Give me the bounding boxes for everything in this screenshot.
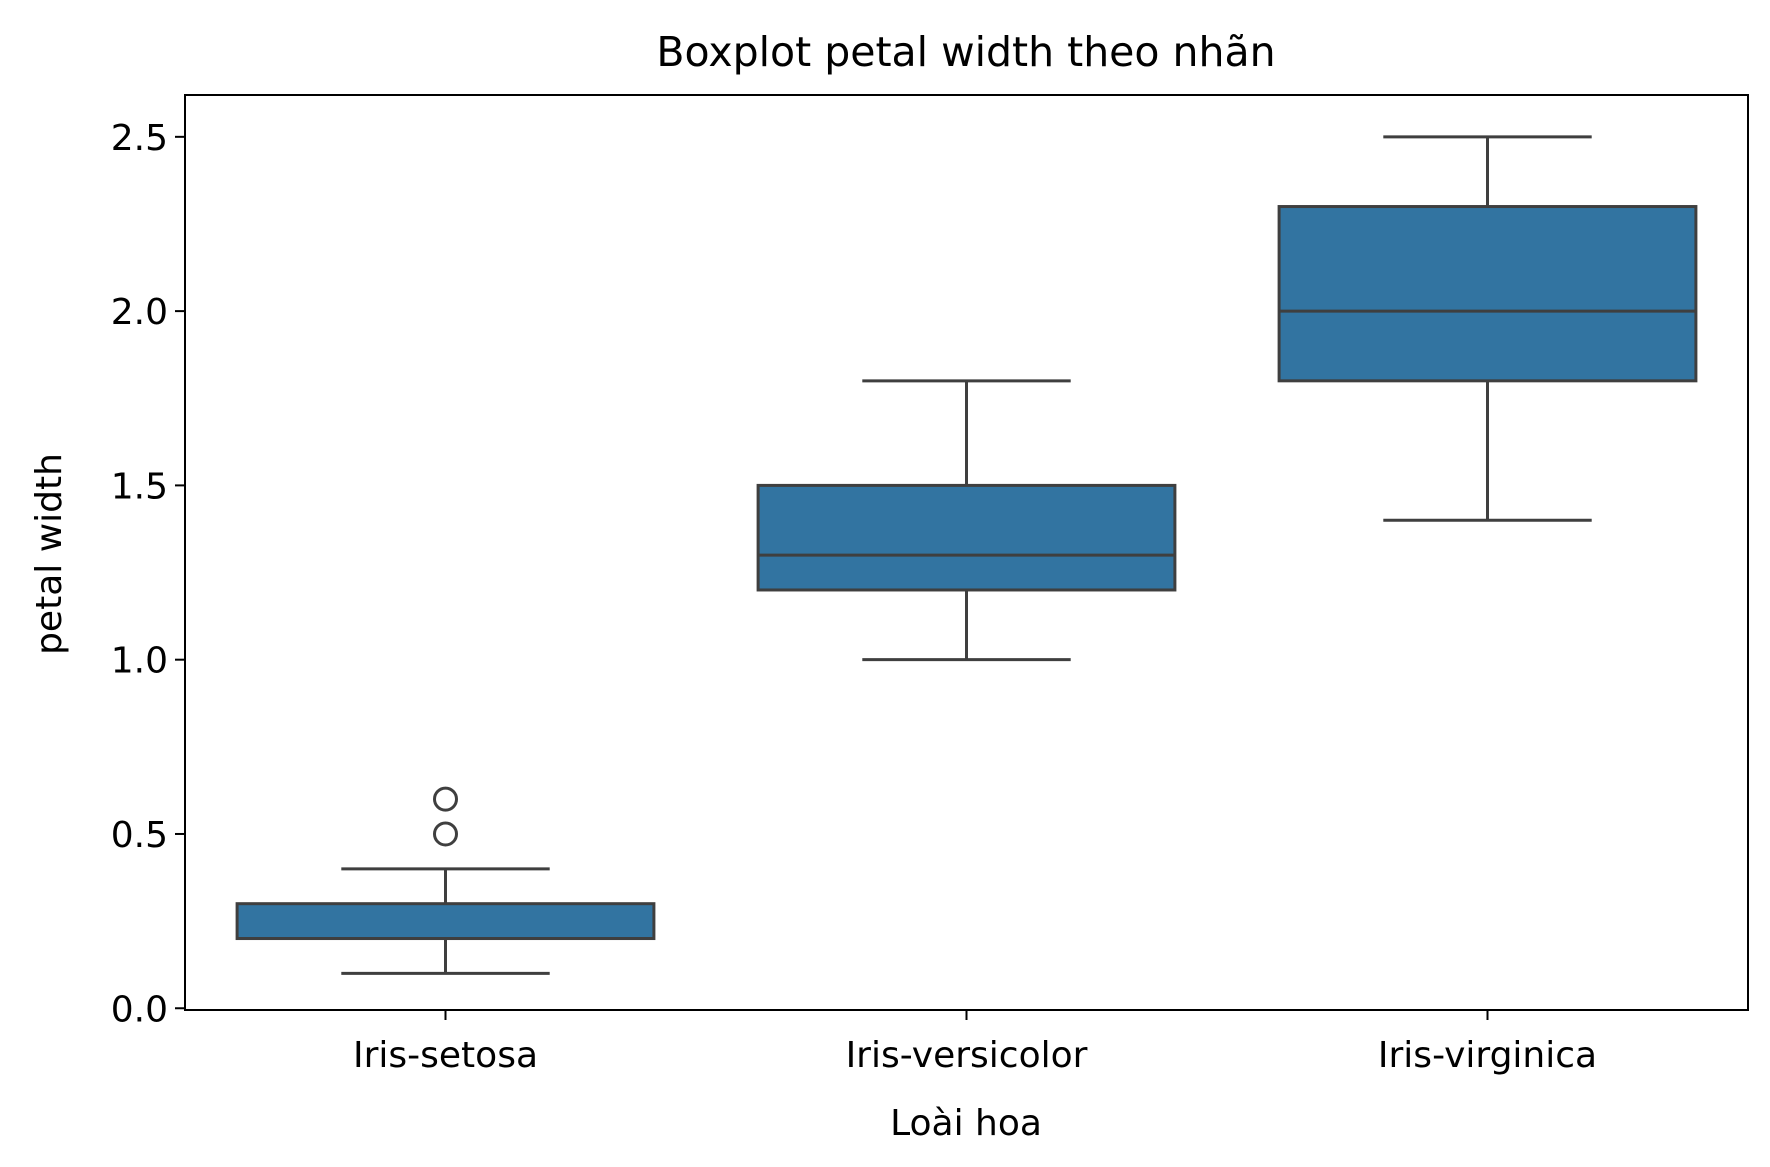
y-tick-label: 0.5 (111, 815, 168, 856)
x-tick-label: Iris-versicolor (846, 1035, 1088, 1076)
box-iqr (1277, 205, 1698, 383)
y-tick-label: 2.5 (111, 118, 168, 159)
x-axis-label: Loài hoa (890, 1103, 1042, 1144)
y-tick-label: 0.0 (111, 989, 168, 1030)
outlier-point (433, 786, 458, 812)
y-tick-label: 1.5 (111, 466, 168, 507)
y-tick-label: 2.0 (111, 292, 168, 333)
plot-area: 0.0 0.5 1.0 1.5 2.0 2.5 Iris-setosa Iris-versic… (111, 94, 1749, 1076)
outlier-point (433, 821, 458, 847)
plot-frame (184, 94, 1749, 1011)
y-tick-label: 1.0 (111, 641, 168, 682)
box-iqr (235, 902, 656, 941)
chart-title: Boxplot petal width theo nhãn (656, 28, 1275, 76)
y-axis-label: petal width (29, 453, 70, 655)
box-iqr (756, 483, 1177, 592)
x-tick-label: Iris-setosa (353, 1035, 538, 1076)
x-tick-label: Iris-virginica (1378, 1035, 1597, 1076)
